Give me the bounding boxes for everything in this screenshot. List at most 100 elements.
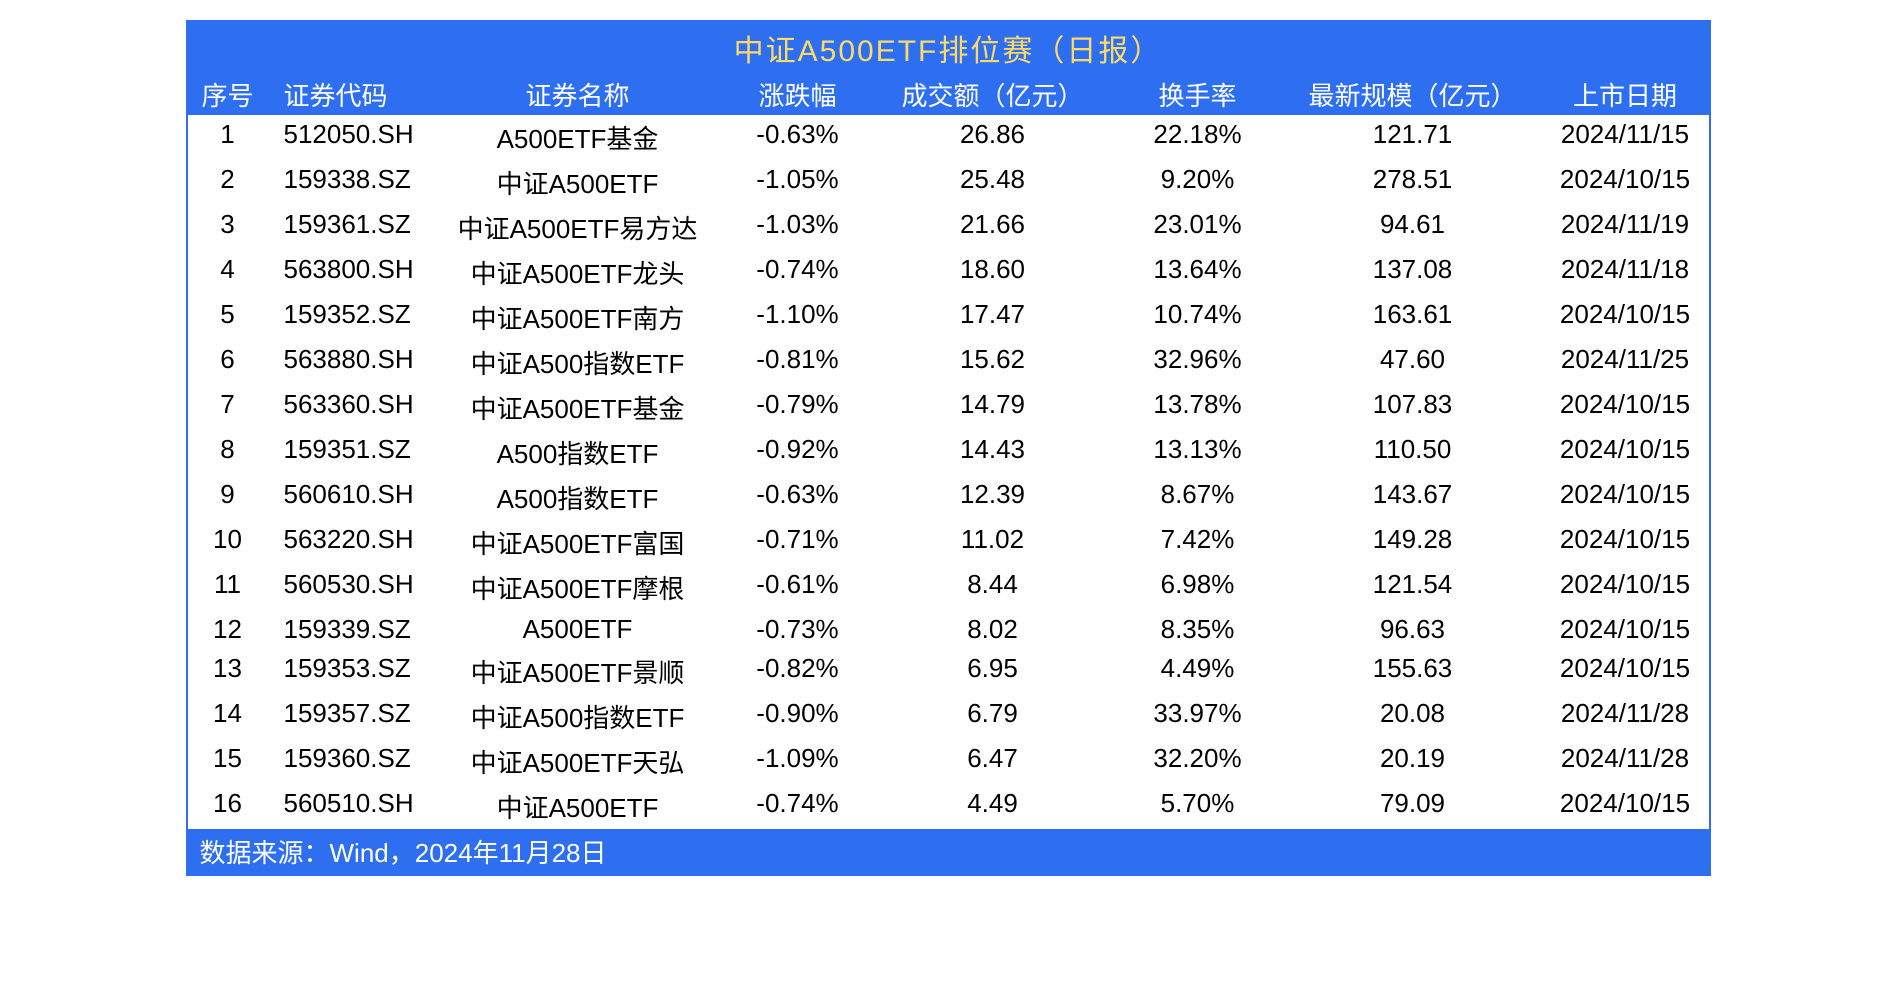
cell-list-date: 2024/11/28 bbox=[1538, 739, 1713, 784]
cell-code: 560510.SH bbox=[268, 784, 438, 829]
cell-list-date: 2024/10/15 bbox=[1538, 649, 1713, 694]
cell-turnover: 8.02 bbox=[878, 610, 1108, 649]
cell-name: 中证A500ETF天弘 bbox=[438, 739, 718, 784]
cell-aum: 96.63 bbox=[1288, 610, 1538, 649]
cell-code: 512050.SH bbox=[268, 115, 438, 160]
cell-code: 563220.SH bbox=[268, 520, 438, 565]
cell-list-date: 2024/11/19 bbox=[1538, 205, 1713, 250]
cell-name: A500ETF bbox=[438, 610, 718, 649]
cell-code: 159360.SZ bbox=[268, 739, 438, 784]
cell-code: 560530.SH bbox=[268, 565, 438, 610]
cell-name: A500指数ETF bbox=[438, 475, 718, 520]
cell-idx: 9 bbox=[188, 475, 268, 520]
cell-name: A500ETF基金 bbox=[438, 115, 718, 160]
cell-aum: 163.61 bbox=[1288, 295, 1538, 340]
cell-list-date: 2024/10/15 bbox=[1538, 295, 1713, 340]
cell-aum: 94.61 bbox=[1288, 205, 1538, 250]
cell-turnover-rate: 4.49% bbox=[1108, 649, 1288, 694]
cell-list-date: 2024/10/15 bbox=[1538, 475, 1713, 520]
cell-name: 中证A500ETF摩根 bbox=[438, 565, 718, 610]
cell-list-date: 2024/11/15 bbox=[1538, 115, 1713, 160]
table-row: 13159353.SZ中证A500ETF景顺-0.82%6.954.49%155… bbox=[188, 649, 1709, 694]
cell-turnover: 14.79 bbox=[878, 385, 1108, 430]
cell-aum: 137.08 bbox=[1288, 250, 1538, 295]
cell-aum: 155.63 bbox=[1288, 649, 1538, 694]
cell-aum: 79.09 bbox=[1288, 784, 1538, 829]
cell-turnover-rate: 10.74% bbox=[1108, 295, 1288, 340]
cell-turnover-rate: 33.97% bbox=[1108, 694, 1288, 739]
cell-idx: 16 bbox=[188, 784, 268, 829]
table-row: 7563360.SH中证A500ETF基金-0.79%14.7913.78%10… bbox=[188, 385, 1709, 430]
cell-turnover-rate: 13.78% bbox=[1108, 385, 1288, 430]
cell-name: 中证A500ETF易方达 bbox=[438, 205, 718, 250]
cell-list-date: 2024/10/15 bbox=[1538, 784, 1713, 829]
table-footer: 数据来源：Wind，2024年11月28日 bbox=[188, 829, 1709, 874]
cell-list-date: 2024/10/15 bbox=[1538, 160, 1713, 205]
cell-turnover-rate: 8.35% bbox=[1108, 610, 1288, 649]
table-row: 15159360.SZ中证A500ETF天弘-1.09%6.4732.20%20… bbox=[188, 739, 1709, 784]
table-header-row: 序号 证券代码 证券名称 涨跌幅 成交额（亿元） 换手率 最新规模（亿元） 上市… bbox=[188, 74, 1709, 115]
cell-turnover: 15.62 bbox=[878, 340, 1108, 385]
cell-turnover-rate: 7.42% bbox=[1108, 520, 1288, 565]
cell-idx: 6 bbox=[188, 340, 268, 385]
cell-idx: 8 bbox=[188, 430, 268, 475]
cell-name: 中证A500ETF基金 bbox=[438, 385, 718, 430]
cell-turnover-rate: 9.20% bbox=[1108, 160, 1288, 205]
cell-change: -1.09% bbox=[718, 739, 878, 784]
cell-turnover: 8.44 bbox=[878, 565, 1108, 610]
cell-idx: 1 bbox=[188, 115, 268, 160]
cell-code: 563360.SH bbox=[268, 385, 438, 430]
cell-change: -0.90% bbox=[718, 694, 878, 739]
cell-name: 中证A500ETF景顺 bbox=[438, 649, 718, 694]
cell-change: -1.05% bbox=[718, 160, 878, 205]
cell-idx: 2 bbox=[188, 160, 268, 205]
cell-name: 中证A500ETF bbox=[438, 784, 718, 829]
cell-code: 159339.SZ bbox=[268, 610, 438, 649]
cell-aum: 110.50 bbox=[1288, 430, 1538, 475]
col-header-aum: 最新规模（亿元） bbox=[1288, 74, 1538, 115]
cell-aum: 47.60 bbox=[1288, 340, 1538, 385]
col-header-idx: 序号 bbox=[188, 74, 268, 115]
table-row: 10563220.SH中证A500ETF富国-0.71%11.027.42%14… bbox=[188, 520, 1709, 565]
cell-change: -0.63% bbox=[718, 115, 878, 160]
cell-list-date: 2024/10/15 bbox=[1538, 610, 1713, 649]
cell-code: 159357.SZ bbox=[268, 694, 438, 739]
cell-code: 563880.SH bbox=[268, 340, 438, 385]
cell-change: -0.71% bbox=[718, 520, 878, 565]
cell-change: -0.73% bbox=[718, 610, 878, 649]
table-row: 11560530.SH中证A500ETF摩根-0.61%8.446.98%121… bbox=[188, 565, 1709, 610]
table-row: 12159339.SZA500ETF-0.73%8.028.35%96.6320… bbox=[188, 610, 1709, 649]
table-row: 16560510.SH中证A500ETF-0.74%4.495.70%79.09… bbox=[188, 784, 1709, 829]
table-row: 6563880.SH中证A500指数ETF-0.81%15.6232.96%47… bbox=[188, 340, 1709, 385]
cell-idx: 15 bbox=[188, 739, 268, 784]
cell-aum: 20.19 bbox=[1288, 739, 1538, 784]
cell-name: 中证A500ETF富国 bbox=[438, 520, 718, 565]
cell-code: 159338.SZ bbox=[268, 160, 438, 205]
cell-code: 159353.SZ bbox=[268, 649, 438, 694]
cell-turnover: 12.39 bbox=[878, 475, 1108, 520]
cell-code: 560610.SH bbox=[268, 475, 438, 520]
col-header-list-date: 上市日期 bbox=[1538, 74, 1713, 115]
cell-turnover-rate: 13.64% bbox=[1108, 250, 1288, 295]
cell-idx: 13 bbox=[188, 649, 268, 694]
cell-turnover-rate: 6.98% bbox=[1108, 565, 1288, 610]
cell-idx: 4 bbox=[188, 250, 268, 295]
col-header-turnover: 成交额（亿元） bbox=[878, 74, 1108, 115]
col-header-name: 证券名称 bbox=[438, 74, 718, 115]
cell-change: -0.63% bbox=[718, 475, 878, 520]
cell-list-date: 2024/10/15 bbox=[1538, 385, 1713, 430]
table-title: 中证A500ETF排位赛（日报） bbox=[188, 22, 1709, 74]
table-row: 5159352.SZ中证A500ETF南方-1.10%17.4710.74%16… bbox=[188, 295, 1709, 340]
cell-turnover-rate: 5.70% bbox=[1108, 784, 1288, 829]
col-header-turnover-rate: 换手率 bbox=[1108, 74, 1288, 115]
cell-turnover: 6.95 bbox=[878, 649, 1108, 694]
cell-idx: 5 bbox=[188, 295, 268, 340]
cell-list-date: 2024/11/28 bbox=[1538, 694, 1713, 739]
cell-name: 中证A500ETF龙头 bbox=[438, 250, 718, 295]
cell-list-date: 2024/10/15 bbox=[1538, 565, 1713, 610]
cell-aum: 107.83 bbox=[1288, 385, 1538, 430]
cell-list-date: 2024/11/25 bbox=[1538, 340, 1713, 385]
cell-turnover-rate: 32.96% bbox=[1108, 340, 1288, 385]
cell-change: -1.10% bbox=[718, 295, 878, 340]
cell-aum: 143.67 bbox=[1288, 475, 1538, 520]
